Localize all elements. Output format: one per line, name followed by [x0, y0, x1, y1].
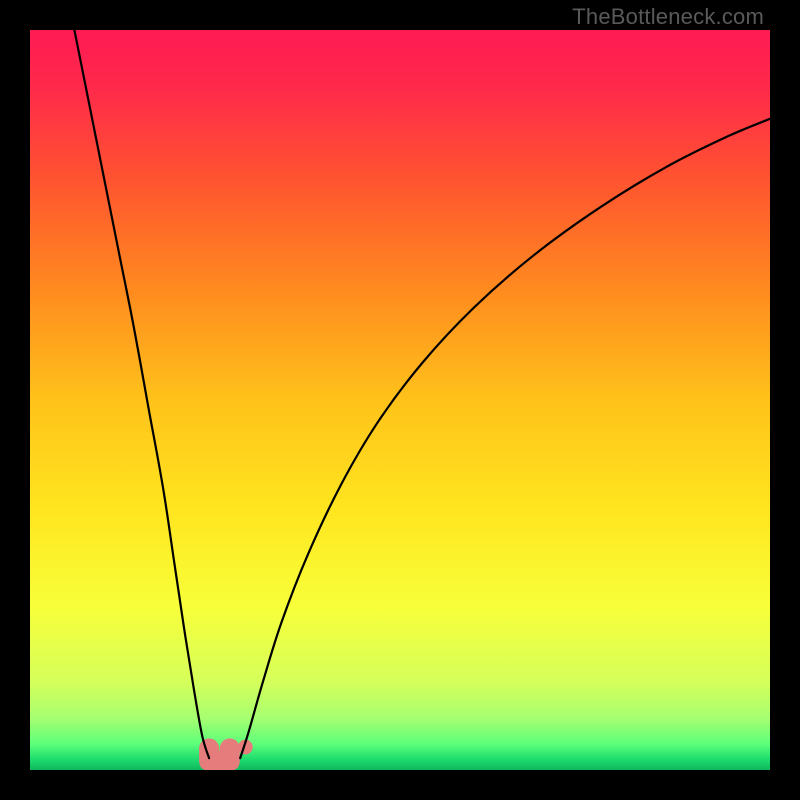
- gradient-background: [30, 30, 770, 770]
- watermark-text: TheBottleneck.com: [572, 4, 764, 30]
- plot-svg: [30, 30, 770, 770]
- plot-area: [30, 30, 770, 770]
